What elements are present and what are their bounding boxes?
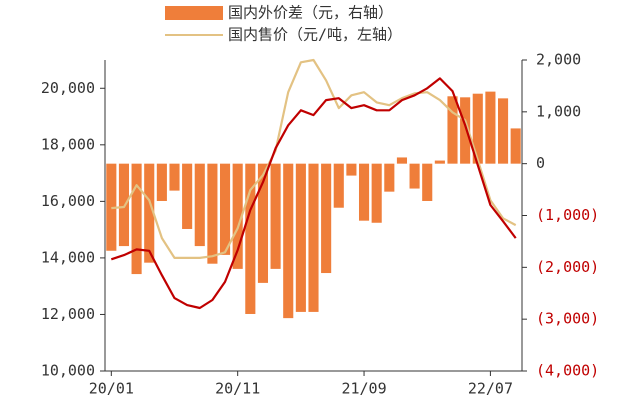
bar [371, 163, 382, 223]
y-tick-label: 14,000 [41, 248, 95, 266]
bar [308, 163, 319, 312]
bar [396, 157, 408, 164]
line [111, 58, 517, 259]
bar [510, 128, 521, 164]
bar [333, 163, 344, 208]
bar [358, 163, 370, 221]
bar [131, 163, 142, 275]
bar [283, 163, 294, 319]
bar [497, 98, 509, 164]
y2-tick-label: (4,000) [536, 362, 599, 380]
bar [257, 163, 269, 283]
bar [384, 163, 395, 192]
y2-tick-label: (2,000) [536, 258, 599, 276]
y2-tick-label: 0 [536, 154, 545, 172]
bar [118, 163, 130, 247]
y-tick-label: 20,000 [41, 79, 95, 97]
bar [156, 163, 167, 201]
y2-tick-label: (1,000) [536, 206, 599, 224]
bar [434, 160, 445, 164]
bar [270, 163, 281, 269]
bar [245, 163, 256, 314]
bar [472, 93, 483, 164]
y2-tick-label: 1,000 [536, 102, 581, 120]
bar [169, 163, 180, 191]
bar [460, 97, 471, 164]
y-tick-label: 10,000 [41, 362, 95, 380]
x-tick-label: 22/07 [468, 380, 513, 398]
bar [194, 163, 205, 247]
bar [485, 91, 496, 164]
bar [219, 163, 231, 255]
bar [409, 163, 420, 189]
y-tick-label: 12,000 [41, 305, 95, 323]
legend-swatch [165, 6, 223, 20]
bar [207, 163, 218, 264]
bar [346, 163, 357, 176]
bar [144, 163, 155, 263]
bar [295, 163, 306, 312]
x-tick-label: 21/09 [341, 380, 386, 398]
bar [422, 163, 433, 201]
y2-tick-label: 2,000 [536, 51, 581, 69]
bar [447, 96, 458, 164]
x-tick-label: 20/01 [89, 380, 134, 398]
bar [321, 163, 332, 274]
y2-tick-label: (3,000) [536, 310, 599, 328]
legend-label: 国内售价（元/吨，左轴） [228, 26, 402, 44]
y-tick-label: 18,000 [41, 135, 95, 153]
bar [182, 163, 193, 229]
bar [232, 163, 243, 269]
legend-label: 国内外价差（元，右轴） [228, 4, 393, 22]
line [110, 77, 517, 310]
x-tick-label: 20/11 [215, 380, 260, 398]
y-tick-label: 16,000 [41, 192, 95, 210]
